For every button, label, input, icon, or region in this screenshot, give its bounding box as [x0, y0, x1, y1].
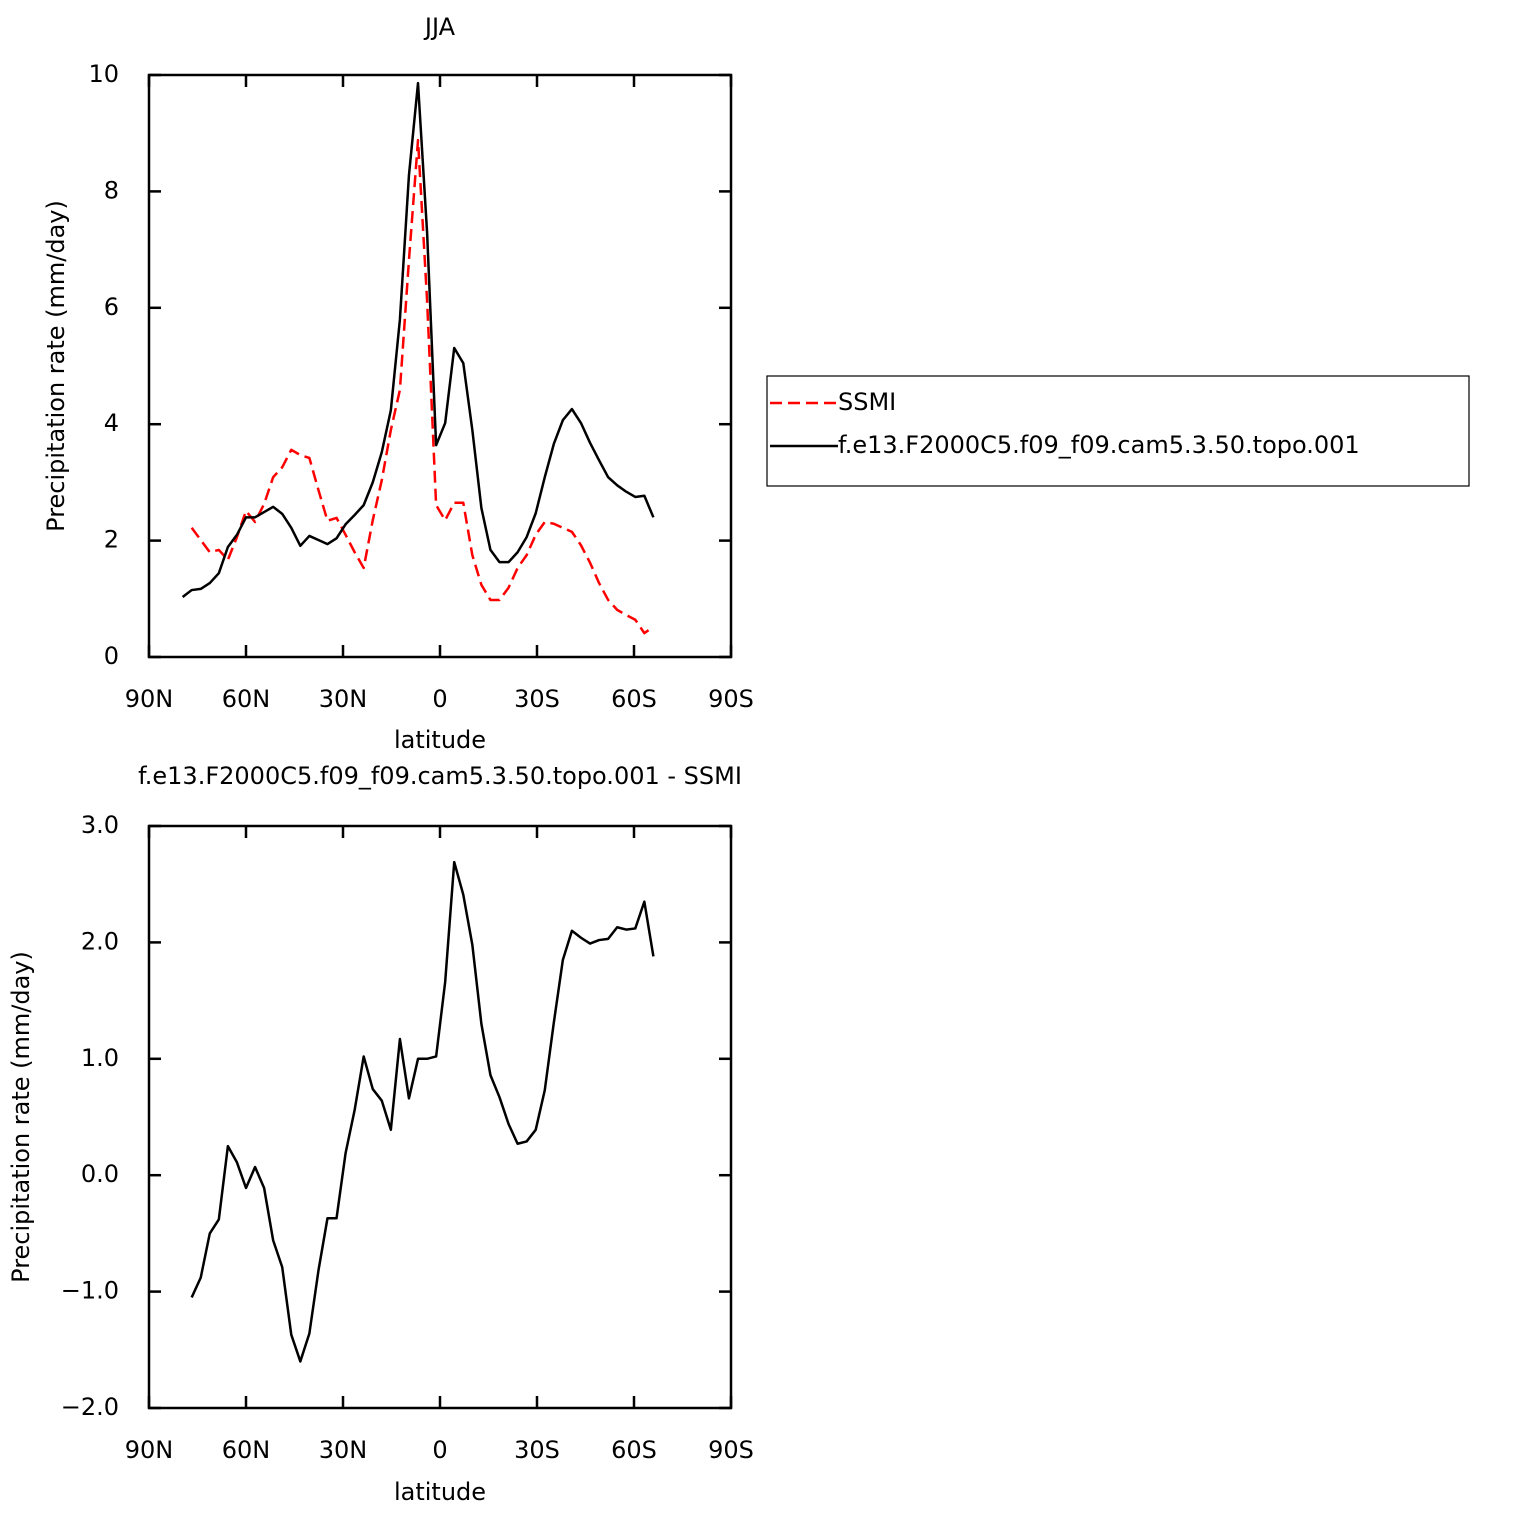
data-line: [190, 138, 655, 635]
x-tick-label: 90N: [125, 1436, 174, 1464]
x-tick-label: 30N: [319, 1436, 368, 1464]
y-tick-label: −1.0: [61, 1277, 119, 1305]
y-axis-label: Precipitation rate (mm/day): [42, 200, 70, 532]
plot-frame: [147, 73, 733, 659]
x-tick-label: 30S: [514, 685, 560, 713]
x-tick-label: 90S: [708, 1436, 754, 1464]
x-tick-label: 60S: [611, 1436, 657, 1464]
x-tick-label: 60S: [611, 685, 657, 713]
y-tick-label: −2.0: [61, 1393, 119, 1421]
y-tick-label: 8: [104, 176, 119, 204]
y-tick-label: 3.0: [81, 811, 119, 839]
x-tick-label: 0: [432, 1436, 447, 1464]
y-tick-label: 0: [104, 642, 119, 670]
chart-title: JJA: [423, 13, 456, 41]
x-tick-label: 0: [432, 685, 447, 713]
x-axis-label: latitude: [394, 726, 486, 754]
x-tick-label: 90S: [708, 685, 754, 713]
data-line: [190, 860, 655, 1363]
y-tick-label: 4: [104, 409, 119, 437]
x-tick-label: 60N: [222, 1436, 271, 1464]
legend-label: SSMI: [838, 388, 896, 416]
x-tick-label: 30S: [514, 1436, 560, 1464]
y-tick-label: 2: [104, 526, 119, 554]
y-tick-label: 10: [88, 60, 119, 88]
y-tick-label: 0.0: [81, 1160, 119, 1188]
data-line: [181, 81, 655, 599]
legend-label: f.e13.F2000C5.f09_f09.cam5.3.50.topo.001: [838, 431, 1360, 459]
legend-box: [766, 375, 1470, 487]
x-axis-label: latitude: [394, 1478, 486, 1506]
legend: SSMI f.e13.F2000C5.f09_f09.cam5.3.50.topo…: [766, 375, 1470, 487]
x-tick-label: 60N: [222, 685, 271, 713]
y-axis-label: Precipitation rate (mm/day): [7, 951, 35, 1283]
plot-frame: [147, 824, 733, 1410]
x-tick-label: 30N: [319, 685, 368, 713]
panel: f.e13.F2000C5.f09_f09.cam5.3.50.topo.001…: [7, 762, 754, 1506]
plot-area: [190, 860, 655, 1363]
y-tick-label: 1.0: [81, 1044, 119, 1072]
y-tick-label: 2.0: [81, 927, 119, 955]
panel: JJA latitude Precipitation rate (mm/day) 90…: [42, 13, 1470, 754]
chart-title: f.e13.F2000C5.f09_f09.cam5.3.50.topo.001…: [138, 762, 742, 790]
y-tick-label: 6: [104, 293, 119, 321]
x-tick-label: 90N: [125, 685, 174, 713]
plot-area: [181, 81, 655, 635]
